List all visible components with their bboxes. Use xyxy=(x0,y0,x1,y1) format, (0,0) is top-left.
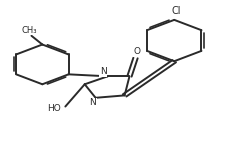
Text: CH₃: CH₃ xyxy=(21,26,37,35)
Text: N: N xyxy=(89,98,96,107)
Text: Cl: Cl xyxy=(172,6,182,16)
Text: O: O xyxy=(133,47,140,56)
Text: N: N xyxy=(100,67,107,76)
Text: HO: HO xyxy=(48,104,61,113)
